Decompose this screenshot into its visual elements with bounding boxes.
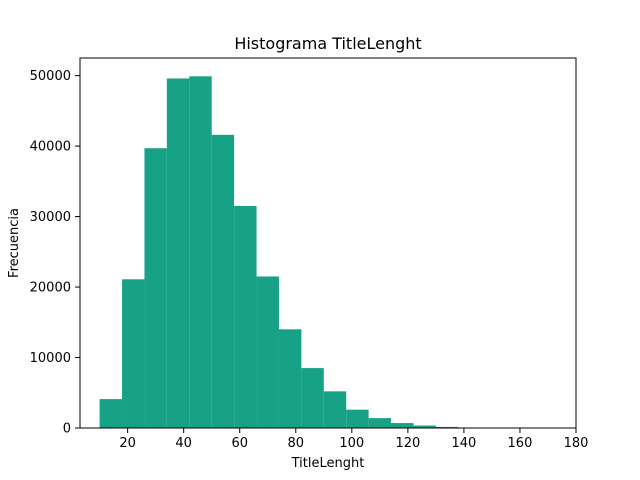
y-tick-label: 50000 xyxy=(30,69,71,84)
histogram-bar-5 xyxy=(211,134,235,429)
histogram-bar-6 xyxy=(234,206,257,428)
x-tick-label: 20 xyxy=(119,436,136,451)
histogram-bar-4 xyxy=(189,76,212,429)
x-tick-label: 80 xyxy=(288,436,305,451)
x-tick-label: 160 xyxy=(508,436,533,451)
x-tick-label: 140 xyxy=(451,436,476,451)
y-tick-label: 30000 xyxy=(30,210,71,225)
y-tick-label: 20000 xyxy=(30,281,71,296)
histogram-bar-1 xyxy=(122,279,145,428)
plot-frame xyxy=(79,57,577,429)
x-tick-label: 100 xyxy=(339,436,364,451)
bars-group xyxy=(99,76,548,429)
y-tick-label: 40000 xyxy=(30,140,71,155)
x-tick-label: 60 xyxy=(231,436,248,451)
y-tick-label: 10000 xyxy=(30,351,71,366)
histogram-bar-3 xyxy=(166,78,190,428)
x-tick-label: 40 xyxy=(175,436,192,451)
y-tick-label: 0 xyxy=(63,422,71,437)
y-axis-label: Frecuencia xyxy=(7,208,22,278)
histogram-bar-14 xyxy=(413,425,436,428)
histogram-bar-7 xyxy=(256,276,279,428)
chart-title: Histograma TitleLenght xyxy=(234,34,421,53)
x-axis-ticks: 20 40 60 80 100 120 140 160 180 xyxy=(119,428,588,451)
x-tick-label: 120 xyxy=(395,436,420,451)
x-tick-label: 180 xyxy=(564,436,589,451)
histogram-bar-0 xyxy=(99,399,123,428)
histogram-bar-13 xyxy=(391,423,414,428)
histogram-bar-8 xyxy=(278,329,302,428)
histogram-bar-12 xyxy=(368,418,392,428)
histogram-bar-11 xyxy=(346,409,369,428)
histogram-bar-15 xyxy=(435,426,459,428)
histogram-bar-9 xyxy=(301,368,324,428)
y-axis-ticks: 0 10000 20000 30000 40000 50000 xyxy=(30,69,80,437)
histogram-bar-2 xyxy=(144,148,167,428)
histogram-bar-10 xyxy=(323,391,347,428)
x-axis-label: TitleLenght xyxy=(291,456,365,471)
